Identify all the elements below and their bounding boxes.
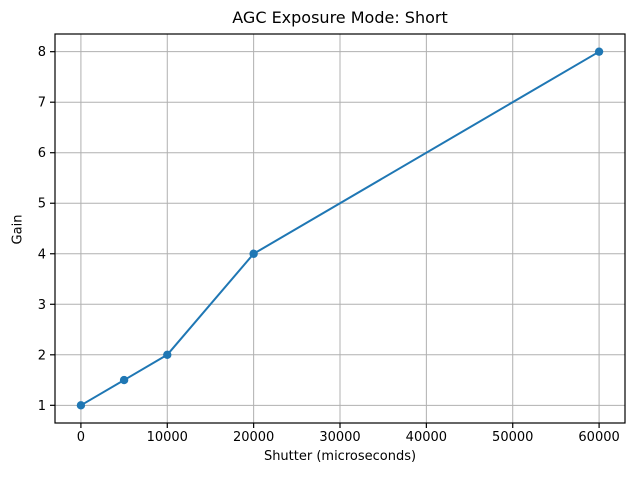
x-tick-label: 60000 — [578, 430, 619, 445]
data-point-marker — [594, 47, 604, 56]
chart-title: AGC Exposure Mode: Short — [232, 8, 448, 27]
x-tick-label: 0 — [77, 430, 85, 445]
y-tick-label: 5 — [38, 197, 46, 212]
data-point-marker — [163, 350, 172, 359]
x-axis-label: Shutter (microseconds) — [263, 449, 417, 464]
x-tick-label: 50000 — [492, 430, 533, 445]
data-point-marker — [119, 375, 129, 385]
y-tick-label: 3 — [38, 298, 46, 313]
y-tick-label: 6 — [38, 146, 46, 161]
y-tick-label: 1 — [38, 399, 46, 414]
y-axis-label: Gain — [10, 214, 26, 245]
y-tick-label: 8 — [38, 45, 46, 60]
y-tick-label: 4 — [38, 247, 46, 262]
y-tick-label: 2 — [38, 348, 46, 363]
x-tick-label: 30000 — [319, 430, 360, 445]
y-tick-label: 7 — [38, 96, 46, 111]
data-point-marker — [249, 249, 258, 258]
x-tick-label: 20000 — [233, 430, 274, 445]
data-point-marker — [76, 401, 86, 410]
x-tick-label: 10000 — [147, 430, 188, 445]
x-tick-label: 40000 — [406, 430, 447, 445]
